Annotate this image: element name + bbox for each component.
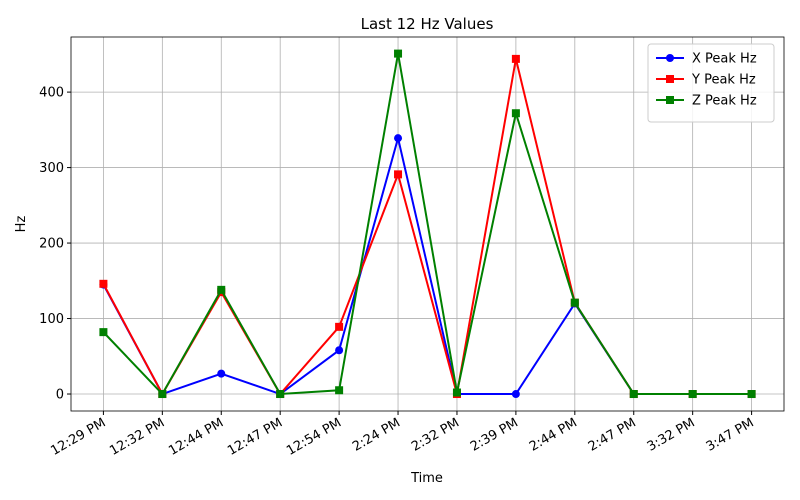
x-tick-label: 12:32 PM xyxy=(107,415,167,458)
point xyxy=(335,346,344,355)
point xyxy=(511,54,520,63)
point xyxy=(335,386,344,395)
x-tick-label: 2:47 PM xyxy=(586,415,639,454)
point xyxy=(570,298,579,307)
y-tick-label: 400 xyxy=(39,86,64,101)
point xyxy=(666,96,674,104)
x-tick-label: 12:44 PM xyxy=(166,415,226,458)
legend-label: X Peak Hz xyxy=(692,52,757,67)
x-tick-label: 2:39 PM xyxy=(468,415,521,454)
x-tick-label: 3:47 PM xyxy=(704,415,757,454)
legend-label: Y Peak Hz xyxy=(691,73,756,88)
point xyxy=(666,54,674,62)
point xyxy=(217,285,226,294)
y-tick-label: 200 xyxy=(39,237,64,252)
point xyxy=(666,75,674,83)
x-tick-label: 2:44 PM xyxy=(527,415,580,454)
x-tick-label: 2:24 PM xyxy=(350,415,403,454)
point xyxy=(452,388,461,397)
point xyxy=(99,328,108,337)
point xyxy=(511,109,520,118)
point xyxy=(276,390,285,399)
point xyxy=(511,390,520,399)
point xyxy=(688,390,697,399)
x-tick-label: 12:47 PM xyxy=(225,415,285,458)
legend-label: Z Peak Hz xyxy=(692,94,757,109)
series-line xyxy=(102,137,752,396)
y-tick-label: 300 xyxy=(39,161,64,176)
point xyxy=(158,390,167,399)
x-tick-label: 3:32 PM xyxy=(645,415,698,454)
chart-title: Last 12 Hz Values xyxy=(361,15,494,33)
x-tick-label: 12:29 PM xyxy=(48,415,108,458)
legend-box xyxy=(647,43,775,123)
point xyxy=(394,49,403,58)
point xyxy=(99,279,108,288)
point xyxy=(217,369,226,378)
x-tick-label: 2:32 PM xyxy=(409,415,462,454)
plot-frame xyxy=(70,36,785,412)
y-tick-label: 0 xyxy=(56,388,64,403)
point xyxy=(394,170,403,179)
point xyxy=(394,134,403,143)
y-tick-label: 100 xyxy=(39,312,64,327)
x-axis-label: Time xyxy=(410,471,443,486)
point xyxy=(335,322,344,331)
point xyxy=(629,390,638,399)
x-tick-label: 12:54 PM xyxy=(284,415,344,458)
y-axis-label: Hz xyxy=(14,216,29,233)
series-line xyxy=(102,53,752,396)
point xyxy=(747,390,756,399)
